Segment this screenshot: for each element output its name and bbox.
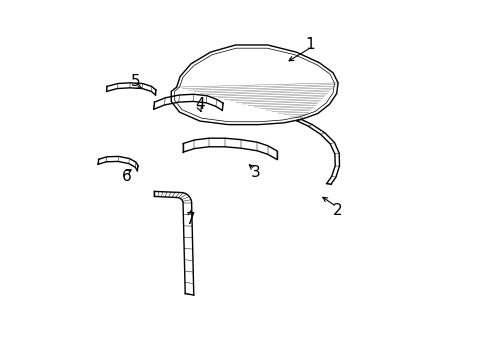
Text: 2: 2 <box>332 203 342 218</box>
Text: 7: 7 <box>185 212 195 227</box>
Text: 6: 6 <box>122 169 131 184</box>
Text: 5: 5 <box>130 74 140 89</box>
Text: 4: 4 <box>195 98 204 112</box>
Text: 3: 3 <box>250 165 260 180</box>
Text: 1: 1 <box>305 37 315 52</box>
